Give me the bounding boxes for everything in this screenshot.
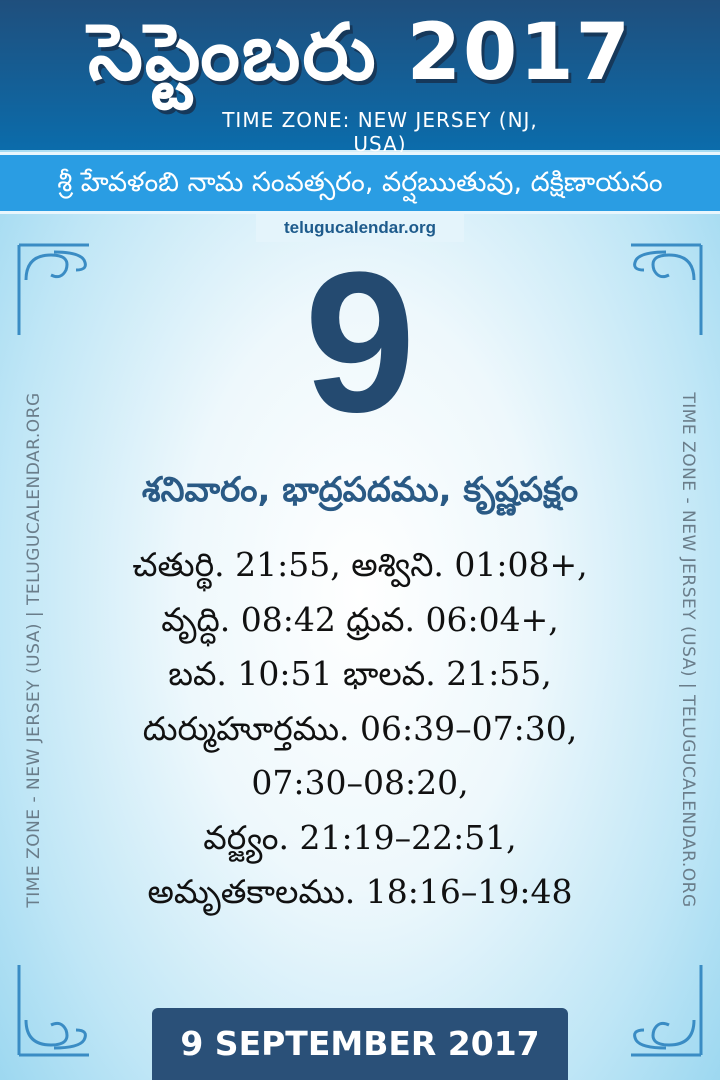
samvatsaram-band: శ్రీ హేవళంబి నామ సంవత్సరం, వర్షఋతువు, దక…: [0, 152, 720, 214]
date-footer: 9 SEPTEMBER 2017: [152, 1008, 568, 1080]
site-link[interactable]: telugucalendar.org: [256, 214, 464, 242]
timezone-label: TIME ZONE: NEW JERSEY (NJ, USA): [222, 108, 538, 156]
weekday-line: శనివారం, భాద్రపదము, కృష్ణపక్షం: [141, 470, 579, 510]
detail-line: బవ. 10:51 భాలవ. 21:55,: [168, 654, 552, 693]
samvatsaram-text: శ్రీ హేవళంబి నామ సంవత్సరం, వర్షఋతువు, దక…: [57, 167, 663, 198]
detail-line: వృద్ధి. 08:42 ధ్రువ. 06:04+,: [161, 599, 559, 639]
corner-ornament-icon: [17, 965, 89, 1057]
detail-line: 07:30–08:20,: [251, 763, 469, 802]
corner-ornament-icon: [17, 243, 89, 335]
month-title: సెప్టెంబరు 2017: [88, 8, 632, 98]
corner-ornament-icon: [631, 965, 703, 1057]
panchang-details: చతుర్థి. 21:55, అశ్విని. 01:08+, వృద్ధి.…: [90, 538, 630, 920]
day-number: 9: [304, 231, 416, 454]
detail-line: దుర్ముహూర్తము. 06:39–07:30,: [142, 708, 578, 748]
header: సెప్టెంబరు 2017 TIME ZONE: NEW JERSEY (N…: [0, 0, 720, 156]
detail-line: చతుర్థి. 21:55, అశ్విని. 01:08+,: [132, 545, 588, 584]
corner-ornament-icon: [631, 243, 703, 335]
detail-line: వర్జ్యం. 21:19–22:51,: [203, 817, 517, 857]
detail-line: అమృతకాలము. 18:16–19:48: [147, 872, 573, 911]
